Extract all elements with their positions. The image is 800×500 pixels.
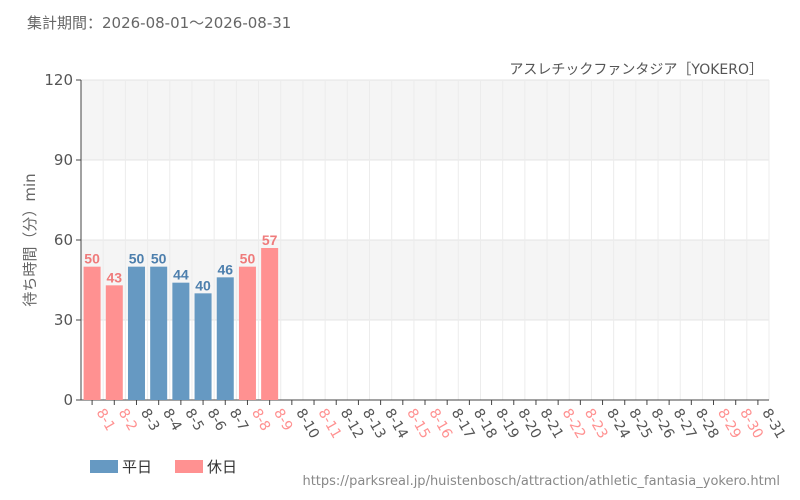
- x-tick-label: 8-1: [93, 406, 118, 434]
- source-url[interactable]: https://parksreal.jp/huistenbosch/attrac…: [302, 474, 780, 489]
- x-tick-label: 8-8: [248, 406, 273, 434]
- y-tick-label: 120: [44, 71, 73, 89]
- value-label-8-7: 46: [217, 261, 233, 277]
- value-label-8-5: 44: [173, 267, 189, 283]
- bar-8-5: [172, 282, 190, 400]
- bar-8-7: [216, 277, 234, 400]
- x-tick-label: 8-7: [226, 406, 251, 434]
- bar-8-1: [83, 266, 101, 400]
- chart-title: アスレチックファンタジア［YOKERO］: [509, 62, 763, 78]
- value-label-8-6: 40: [195, 277, 211, 293]
- x-tick-label: 8-5: [181, 406, 206, 434]
- legend: 平日 休日: [90, 458, 237, 476]
- bar-8-2: [105, 285, 123, 400]
- bar-8-3: [127, 266, 145, 400]
- grid-band: [81, 80, 769, 160]
- x-tick-label: 8-6: [204, 406, 229, 434]
- y-tick-label: 0: [63, 391, 73, 409]
- value-label-8-9: 57: [262, 232, 278, 248]
- legend-label-holiday: 休日: [207, 458, 237, 476]
- value-label-8-8: 50: [240, 251, 256, 267]
- value-label-8-3: 50: [129, 251, 145, 267]
- x-tick-label: 8-4: [159, 406, 184, 434]
- value-label-8-2: 43: [107, 269, 123, 285]
- bar-8-4: [150, 266, 168, 400]
- bar-8-8: [238, 266, 256, 400]
- value-label-8-4: 50: [151, 251, 167, 267]
- y-axis-label: 待ち時間（分）min: [21, 173, 39, 306]
- y-tick-label: 30: [54, 311, 73, 329]
- x-tick-label: 8-9: [270, 406, 295, 434]
- x-tick-label: 8-31: [758, 406, 788, 442]
- y-tick-label: 90: [54, 151, 73, 169]
- bar-8-6: [194, 293, 212, 400]
- period-label: 集計期間：2026-08-01～2026-08-31: [27, 14, 292, 32]
- legend-swatch-weekday: [90, 460, 118, 473]
- x-tick-label: 8-2: [115, 406, 140, 434]
- x-tick-label: 8-3: [137, 406, 162, 434]
- bar-8-9: [261, 248, 279, 400]
- value-label-8-1: 50: [84, 251, 100, 267]
- y-tick-label: 60: [54, 231, 73, 249]
- legend-label-weekday: 平日: [122, 458, 152, 476]
- legend-swatch-holiday: [175, 460, 203, 473]
